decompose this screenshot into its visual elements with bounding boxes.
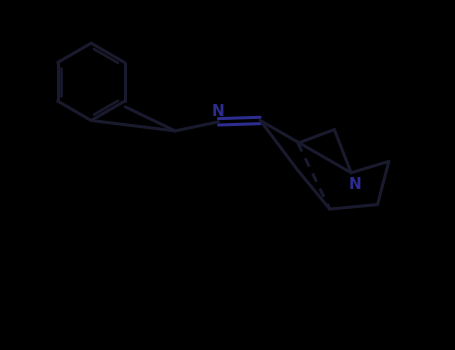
Text: N: N: [212, 104, 225, 119]
Text: N: N: [349, 177, 361, 191]
